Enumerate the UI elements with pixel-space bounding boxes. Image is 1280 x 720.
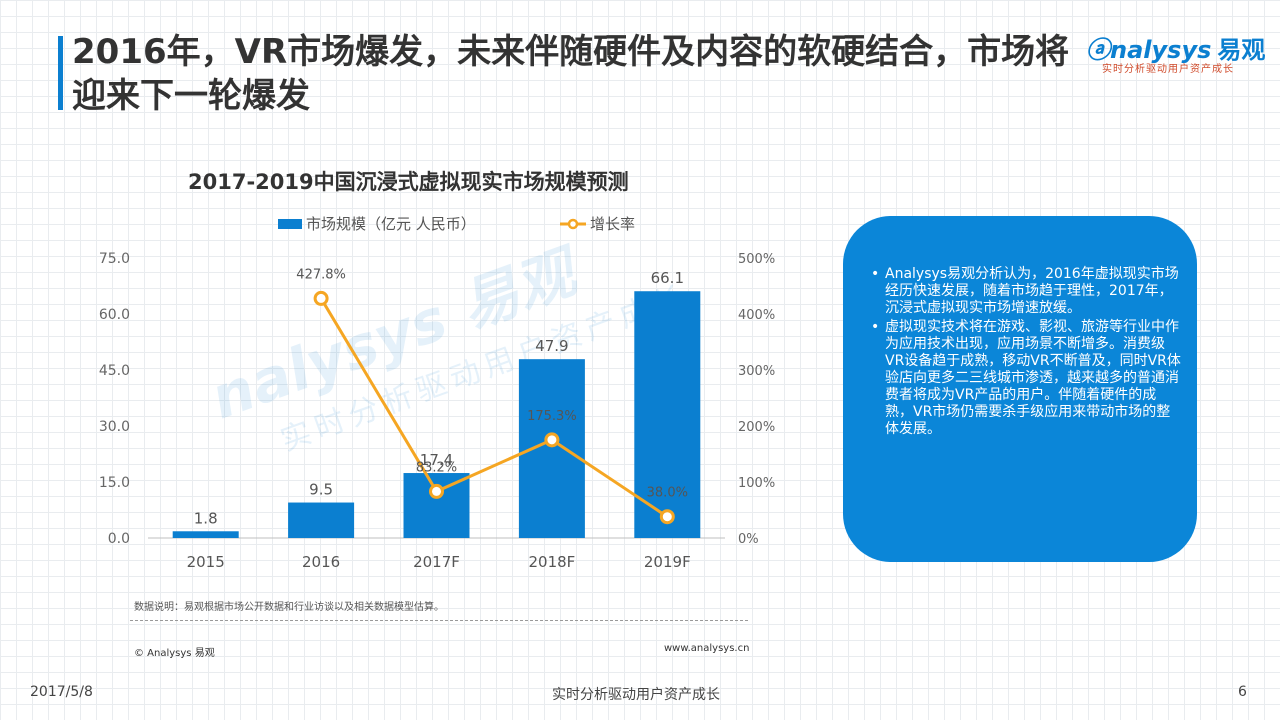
growth-rate-point: [429, 483, 444, 499]
growth-rate-label: 83.2%: [416, 460, 457, 475]
right-axis-tick-label: 200%: [738, 420, 775, 435]
callout-bullet-2: 虚拟现实技术将在游戏、影视、旅游等行业中作为应用技术出现，应用场景不断增多。消费…: [871, 319, 1183, 438]
right-axis-tick-label: 400%: [738, 308, 775, 323]
left-axis-tick-label: 45.0: [99, 363, 130, 379]
growth-rate-point: [659, 509, 675, 525]
x-axis-tick-label: 2016: [302, 553, 340, 571]
right-axis-tick-label: 500%: [738, 252, 775, 267]
bar-data-label: 17.4: [420, 451, 453, 469]
callout-bullet-1: Analysys易观分析认为，2016年虚拟现实市场经历快速发展，随着市场趋于理…: [871, 266, 1183, 317]
right-axis-tick-label: 100%: [738, 476, 775, 491]
growth-rate-label: 38.0%: [647, 486, 688, 501]
data-note: 数据说明：易观根据市场公开数据和行业访谈以及相关数据模型估算。: [134, 602, 444, 613]
chart-title: 2017-2019中国沉浸式虚拟现实市场规模预测: [188, 170, 629, 194]
left-axis-tick-label: 30.0: [99, 419, 130, 435]
legend-item-growth-rate: 增长率: [560, 213, 635, 234]
logo-text: nalysys: [1110, 36, 1212, 64]
growth-rate-line: [319, 297, 669, 518]
page-title: 2016年，VR市场爆发，未来伴随硬件及内容的软硬结合，市场将迎来下一轮爆发: [72, 32, 1070, 116]
growth-rate-label: 175.3%: [527, 409, 577, 424]
footer-date: 2017/5/8: [30, 684, 93, 700]
right-axis-tick-label: 300%: [738, 364, 775, 379]
analysys-logo: ⓐnalysys 易观 实时分析驱动用户资产成长: [1086, 30, 1266, 76]
legend-bar-swatch: [278, 218, 302, 229]
footer-slogan: 实时分析驱动用户资产成长: [552, 687, 720, 703]
growth-rate-point: [544, 432, 560, 448]
logo-cn-text: 易观: [1217, 36, 1266, 64]
bar: [403, 473, 470, 538]
bar-data-label: 9.5: [309, 481, 333, 499]
bar: [288, 502, 355, 538]
growth-rate-point: [313, 290, 329, 306]
bar-data-label: 1.8: [194, 509, 218, 527]
legend-label-growth-rate: 增长率: [590, 215, 636, 233]
logo-wordmark: ⓐnalysys 易观: [1086, 36, 1266, 64]
left-axis-tick-label: 15.0: [99, 475, 130, 491]
source-divider: [130, 620, 748, 621]
title-accent-bar: [58, 36, 63, 110]
x-axis-tick-label: 2017F: [413, 553, 460, 571]
analysis-callout: Analysys易观分析认为，2016年虚拟现实市场经历快速发展，随着市场趋于理…: [843, 216, 1197, 562]
callout-list: Analysys易观分析认为，2016年虚拟现实市场经历快速发展，随着市场趋于理…: [871, 266, 1183, 440]
logo-slogan: 实时分析驱动用户资产成长: [1102, 64, 1234, 75]
legend-item-market-size: 市场规模（亿元 人民币）: [278, 213, 476, 234]
bar: [634, 291, 701, 538]
left-axis-tick-label: 0.0: [108, 531, 130, 547]
growth-rate-label: 427.8%: [296, 267, 346, 282]
x-axis-tick-label: 2018F: [528, 553, 575, 571]
x-axis-tick-label: 2019F: [644, 553, 691, 571]
bar: [172, 531, 239, 538]
bar-data-label: 66.1: [651, 269, 684, 287]
left-axis-tick-label: 60.0: [99, 307, 130, 323]
legend-line-swatch: [560, 218, 586, 229]
right-axis-tick-label: 0%: [738, 532, 759, 547]
left-axis-tick-label: 75.0: [99, 251, 130, 267]
bar-data-label: 47.9: [535, 337, 568, 355]
x-axis-tick-label: 2015: [187, 553, 225, 571]
legend-label-market-size: 市场规模（亿元 人民币）: [306, 215, 476, 233]
copyright-text: © Analysys 易观: [134, 648, 215, 659]
page-number: 6: [1238, 684, 1247, 700]
source-url: www.analysys.cn: [664, 643, 750, 654]
